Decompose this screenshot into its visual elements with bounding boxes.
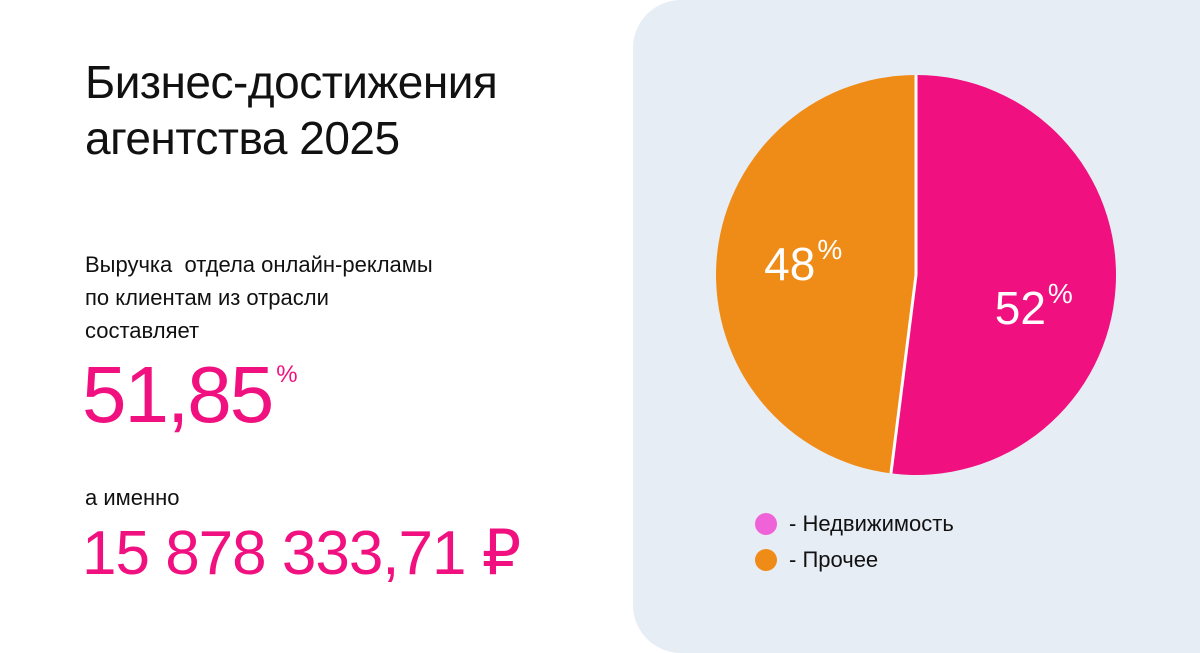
legend-label: - Прочее	[789, 547, 879, 572]
left-column: Бизнес-достижения агентства 2025 Выручка…	[82, 0, 605, 653]
legend-label: - Недвижимость	[789, 511, 954, 536]
legend-dot	[755, 513, 777, 535]
legend-dot	[755, 549, 777, 571]
revenue-share-value: 51,85	[82, 350, 274, 439]
chart-legend: - Недвижимость - Прочее	[755, 506, 954, 578]
namely-label: а именно	[85, 485, 180, 510]
title-line-2: агентства 2025	[85, 112, 400, 164]
pie-label-real-estate: 52%	[995, 278, 1073, 334]
pie-separator	[889, 274, 918, 474]
page-title: Бизнес-достижения агентства 2025	[85, 54, 498, 166]
description-line-2: по клиентам из отрасли	[85, 285, 329, 310]
pie-label-unit: %	[1048, 278, 1073, 309]
description-line-1: Выручка отдела онлайн-рекламы	[85, 252, 433, 277]
title-line-1: Бизнес-достижения	[85, 56, 498, 108]
pie-slice-real-estate	[890, 75, 1117, 476]
pie-slice-other	[716, 75, 916, 474]
pie-label-value: 52	[995, 282, 1046, 334]
revenue-share-unit: %	[276, 361, 298, 388]
revenue-share: 51,85%	[82, 350, 298, 460]
legend-item-other: - Прочее	[755, 542, 954, 578]
description-line-3: составляет	[85, 318, 200, 343]
pie-label-value: 48	[764, 238, 815, 290]
pie-label-unit: %	[817, 235, 842, 266]
chart-panel: 52% 48% - Недвижимость - Прочее	[633, 0, 1200, 653]
pie-chart: 52%48%	[716, 75, 1117, 476]
revenue-amount: 15 878 333,71 ₽	[82, 519, 521, 588]
pie-label-other: 48%	[764, 235, 842, 291]
legend-item-real-estate: - Недвижимость	[755, 506, 954, 542]
revenue-description: Выручка отдела онлайн-рекламы по клиента…	[85, 248, 433, 347]
